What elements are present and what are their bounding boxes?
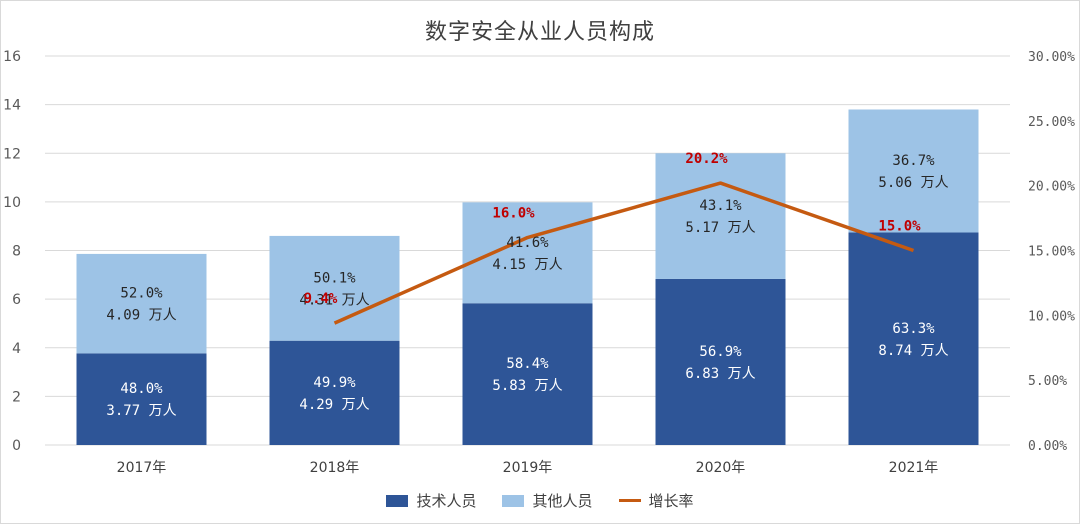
data-label-growth: 15.0%	[878, 219, 921, 235]
data-label-other-value: 4.31 万人	[299, 292, 369, 308]
y2-tick-label: 0.00%	[1028, 439, 1067, 454]
y-tick-label: 12	[3, 146, 21, 162]
bar-other	[76, 253, 207, 354]
data-label-tech-value: 3.77 万人	[106, 403, 176, 419]
y2-tick-label: 25.00%	[1028, 115, 1075, 130]
y2-tick-label: 10.00%	[1028, 309, 1075, 324]
chart-title: 数字安全从业人员构成	[424, 20, 655, 45]
y-tick-label: 0	[12, 438, 21, 454]
data-label-growth: 9.4%	[304, 291, 338, 307]
data-label-other-share: 36.7%	[892, 153, 935, 169]
data-label-other-share: 50.1%	[313, 270, 356, 286]
data-label-other-share: 43.1%	[699, 198, 742, 214]
data-label-tech-value: 4.29 万人	[299, 397, 369, 413]
data-label-tech-share: 49.9%	[313, 375, 356, 391]
y-tick-label: 6	[12, 292, 21, 308]
data-label-other-value: 5.17 万人	[685, 220, 755, 236]
x-tick-label: 2019年	[503, 460, 553, 476]
data-label-tech-share: 58.4%	[506, 356, 549, 372]
data-label-other-value: 4.15 万人	[492, 257, 562, 273]
bar-tech	[462, 303, 593, 445]
data-label-tech-value: 5.83 万人	[492, 378, 562, 394]
data-label-other-value: 4.09 万人	[106, 308, 176, 324]
legend-swatch-other	[502, 494, 525, 507]
bar-other	[655, 153, 786, 279]
data-label-tech-share: 56.9%	[699, 344, 742, 360]
bar-tech	[76, 353, 207, 445]
legend-label-growth: 增长率	[648, 492, 694, 510]
y2-tick-label: 5.00%	[1028, 374, 1067, 389]
x-tick-label: 2021年	[889, 460, 939, 476]
bar-other	[269, 235, 400, 341]
x-tick-label: 2020年	[696, 460, 746, 476]
y-tick-label: 14	[3, 98, 21, 114]
legend-item-tech: 技术人员	[386, 490, 476, 511]
legend-item-other: 其他人员	[502, 490, 593, 511]
x-tick-label: 2018年	[310, 460, 360, 476]
legend-swatch-growth	[618, 499, 641, 502]
bar-other	[462, 202, 593, 304]
y-tick-label: 2	[12, 389, 21, 405]
legend-label-tech: 技术人员	[416, 492, 477, 510]
y2-tick-label: 15.00%	[1028, 245, 1075, 260]
chart-legend: 技术人员 其他人员 增长率	[0, 490, 1080, 511]
y2-tick-label: 20.00%	[1028, 180, 1075, 195]
x-tick-label: 2017年	[117, 460, 167, 476]
bar-tech	[655, 278, 786, 445]
data-label-other-value: 5.06 万人	[878, 175, 948, 191]
data-label-other-share: 52.0%	[120, 286, 163, 302]
growth-line	[333, 181, 915, 325]
legend-label-other: 其他人员	[532, 492, 593, 510]
y-tick-label: 8	[12, 244, 21, 260]
data-label-other-share: 41.6%	[506, 235, 549, 251]
data-label-growth: 16.0%	[492, 206, 535, 222]
data-label-tech-value: 8.74 万人	[878, 343, 948, 359]
bar-tech	[848, 232, 979, 445]
y2-tick-label: 30.00%	[1028, 50, 1075, 65]
legend-item-growth: 增长率	[618, 490, 694, 511]
y-tick-label: 10	[3, 195, 21, 211]
data-label-tech-share: 63.3%	[892, 321, 935, 337]
data-label-tech-value: 6.83 万人	[685, 366, 755, 382]
legend-swatch-tech	[386, 494, 409, 507]
data-label-growth: 20.2%	[685, 151, 728, 167]
y-tick-label: 4	[12, 341, 21, 357]
y-tick-label: 16	[3, 49, 21, 65]
bar-tech	[269, 340, 400, 445]
bar-other	[848, 109, 979, 233]
data-label-tech-share: 48.0%	[120, 381, 163, 397]
